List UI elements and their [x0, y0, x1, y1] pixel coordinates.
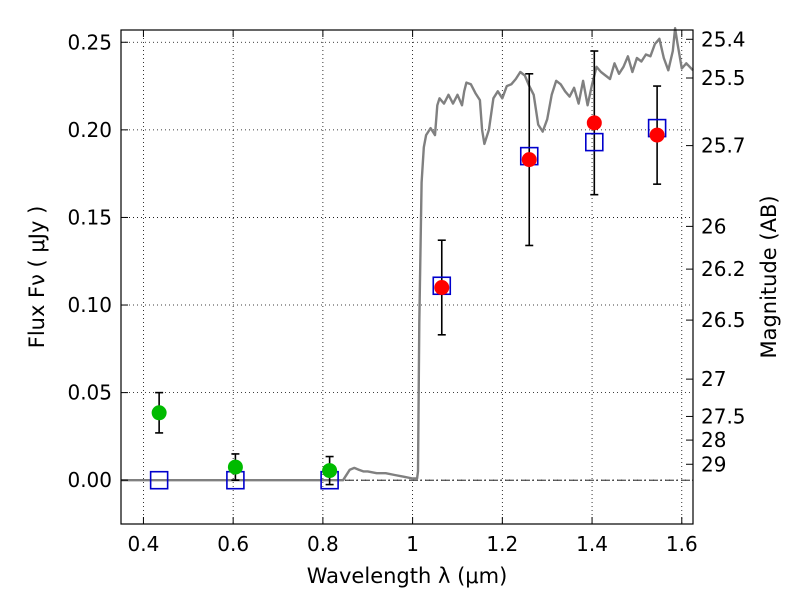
right-axis-label: Magnitude (AB)	[757, 195, 781, 358]
right-tick-label: 28	[701, 428, 726, 452]
right-tick-label: 26.2	[701, 257, 746, 281]
non-detected-point	[151, 405, 167, 421]
y-tick-label: 0.00	[67, 468, 112, 492]
plot-background	[121, 30, 693, 524]
right-tick-label: 27	[701, 367, 726, 391]
y-tick-label: 0.20	[67, 118, 112, 142]
detected-point	[649, 127, 665, 143]
right-tick-label: 26	[701, 214, 726, 238]
y-tick-label: 0.05	[67, 381, 112, 405]
right-tick-label: 25.4	[701, 27, 746, 51]
right-tick-label: 26.5	[701, 308, 746, 332]
x-tick-label: 1.4	[576, 532, 608, 556]
marks	[121, 27, 694, 490]
non-detected-point	[227, 459, 243, 475]
y-tick-label: 0.25	[67, 30, 112, 54]
x-tick-label: 0.6	[217, 532, 249, 556]
y-axis-label: Flux Fν ( μJy )	[25, 206, 49, 349]
x-tick-label: 1.2	[486, 532, 518, 556]
y-tick-label: 0.15	[67, 205, 112, 229]
spectrum-line	[121, 27, 694, 482]
y-tick-label: 0.10	[67, 293, 112, 317]
x-axis-label: Wavelength λ (μm)	[307, 564, 508, 588]
model-square	[585, 132, 604, 152]
right-tick-label: 25.7	[701, 134, 746, 158]
ticks: 0.4 0.6 0.8 1 1.2 1.4 1.6 0.00 0.05 0.10 0.15 0.20 0…	[67, 27, 745, 556]
detected-point	[521, 152, 537, 168]
right-tick-label: 25.5	[701, 66, 746, 90]
detected-point	[586, 115, 602, 131]
plot-frame	[120, 29, 694, 525]
x-tick-label: 0.8	[307, 532, 339, 556]
detected-point	[434, 280, 450, 296]
x-tick-label: 1.6	[666, 532, 698, 556]
x-tick-label: 0.4	[128, 532, 160, 556]
x-tick-label: 1	[406, 532, 419, 556]
right-tick-label: 27.5	[701, 404, 746, 428]
model-square	[149, 470, 169, 490]
non-detected-point	[322, 463, 338, 479]
right-tick-label: 29	[701, 452, 726, 476]
